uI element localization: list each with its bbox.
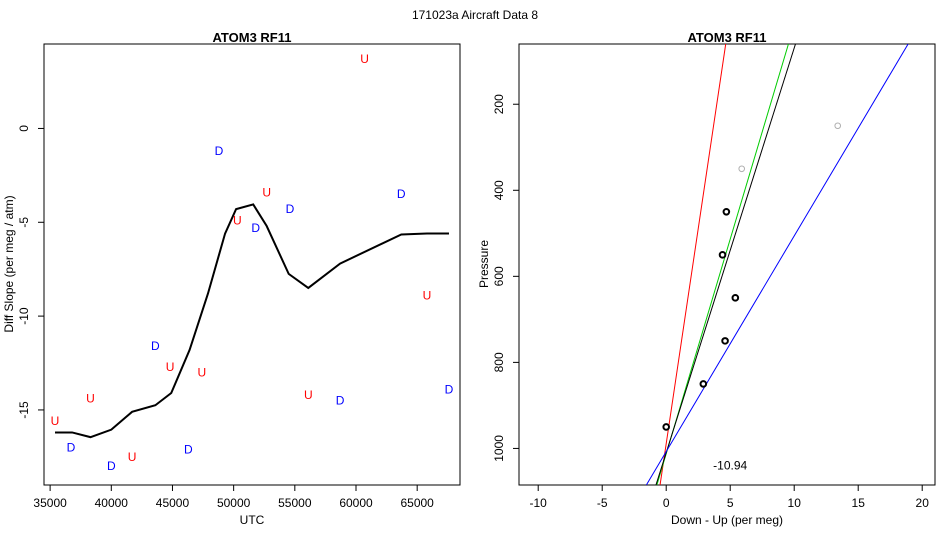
left-y-axis-label: Diff Slope (per meg / atm) [2,195,16,332]
fit-line-0 [659,44,727,485]
right-y-axis: 200 400 600 800 1000 [492,94,519,462]
right-x-tick-label: 5 [727,496,734,510]
right-y-axis-label: Pressure [477,240,491,288]
point-d: D [184,442,193,456]
left-chart-title: ATOM3 RF11 [213,30,292,45]
right-y-tick-label: 600 [492,266,506,286]
left-x-tick-label: 40000 [95,496,129,510]
right-chart: ATOM3 RF11 -10 -5 0 5 10 15 20 200 400 600 800 100… [477,30,936,527]
left-y-axis: -15 -10 -5 0 [17,125,44,419]
slope-annotation: -10.94 [713,459,747,473]
pressure-point [718,251,727,259]
point-u: U [360,52,369,66]
pressure-point [721,337,729,345]
point-u: U [86,392,95,406]
point-d: D [67,440,76,454]
left-x-tick-label: 45000 [156,496,190,510]
point-u: U [128,450,137,464]
left-x-axis: 35000 40000 45000 50000 55000 60000 65000 [33,485,434,510]
fit-line-3 [645,44,909,485]
point-d: D [107,459,116,473]
page-title: 171023a Aircraft Data 8 [412,8,538,22]
point-u: U [233,213,242,227]
right-y-tick-label: 1000 [492,435,506,462]
excluded-point [738,165,746,173]
right-x-axis: -10 -5 0 5 10 15 20 [530,485,930,510]
fit-lines [645,44,909,485]
left-x-tick-label: 60000 [339,496,373,510]
left-x-tick-label: 65000 [400,496,434,510]
left-plot-frame [43,43,461,486]
left-y-tick-label: 0 [17,125,31,132]
pressure-point [662,423,671,431]
fit-line-2 [655,44,796,485]
left-y-tick-label: -15 [17,401,31,419]
point-d: D [336,394,345,408]
point-d: D [151,339,160,353]
right-chart-title: ATOM3 RF11 [688,30,767,45]
point-d: D [397,187,406,201]
left-x-tick-label: 55000 [278,496,312,510]
point-u: U [262,185,271,199]
left-x-tick-label: 50000 [217,496,251,510]
pressure-point [722,207,731,216]
pressure-point [731,294,740,302]
point-u: U [51,414,60,428]
point-u: U [166,360,175,374]
point-d: D [286,202,295,216]
smooth-line [55,203,449,439]
right-x-tick-label: 0 [663,496,670,510]
right-x-tick-label: 20 [916,496,930,510]
left-y-tick-label: -5 [17,217,31,228]
point-d: D [251,221,260,235]
pressure-point [699,380,708,388]
left-x-tick-label: 35000 [33,496,67,510]
right-x-axis-label: Down - Up (per meg) [671,513,783,527]
right-x-tick-label: 10 [788,496,802,510]
point-d: D [445,382,454,396]
left-y-tick-label: -10 [17,307,31,325]
right-y-tick-label: 800 [492,352,506,372]
point-d: D [215,144,224,158]
right-x-tick-label: -10 [530,496,548,510]
right-x-tick-label: -5 [597,496,608,510]
right-plot-frame [518,43,936,486]
point-u: U [197,365,206,379]
smooth-line-path [55,203,449,439]
right-data-points [662,122,842,431]
left-chart: ATOM3 RF11 35000 40000 45000 50000 55000 6000… [2,30,461,527]
excluded-point [834,122,842,130]
right-y-tick-label: 400 [492,180,506,200]
right-y-tick-label: 200 [492,94,506,114]
left-x-axis-label: UTC [240,513,265,527]
point-u: U [423,288,432,302]
point-u: U [304,388,313,402]
right-x-tick-label: 15 [852,496,866,510]
